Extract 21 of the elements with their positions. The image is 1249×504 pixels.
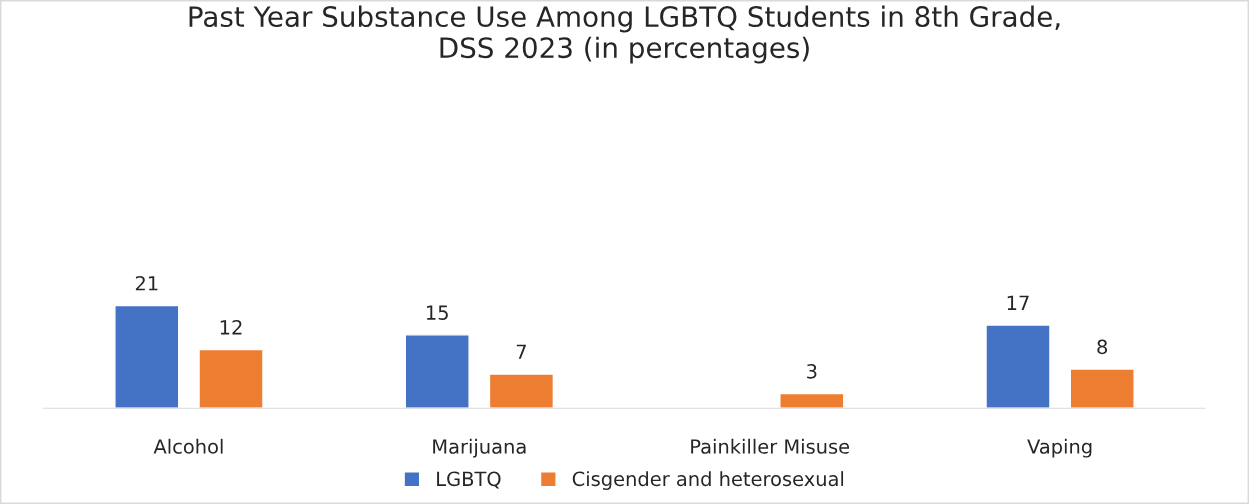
data-label: 17 — [1007, 295, 1029, 310]
bar — [198, 348, 264, 409]
bar — [1069, 368, 1135, 409]
data-label: 7 — [516, 344, 526, 359]
chart-title: Past Year Substance Use Among LGBTQ Students in 8th Grade, DSS 2023 (in percentages) — [189, 5, 1060, 64]
data-label: 8 — [1097, 339, 1108, 355]
x-tick-label: Vaping — [1027, 438, 1092, 458]
bar — [779, 392, 845, 409]
data-label: 21 — [135, 275, 158, 291]
data-label: 15 — [426, 305, 448, 320]
x-tick-label: Marijuana — [433, 438, 526, 458]
legend-label: LGBTQ — [437, 471, 501, 489]
data-label: 3 — [807, 363, 817, 379]
legend-label: Cisgender and heterosexual — [572, 471, 844, 490]
data-label: 12 — [220, 319, 242, 335]
bar — [114, 304, 180, 409]
bar — [404, 334, 470, 409]
bar — [488, 373, 555, 409]
x-tick-label: Painkiller Misuse — [691, 438, 850, 454]
x-tick-label: Alcohol — [153, 438, 223, 454]
bar — [985, 324, 1051, 409]
